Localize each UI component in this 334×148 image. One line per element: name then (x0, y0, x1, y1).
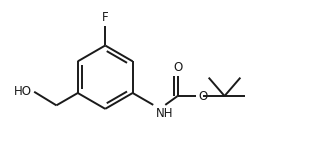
Text: HO: HO (14, 85, 32, 98)
Text: NH: NH (156, 107, 173, 120)
Text: O: O (173, 61, 182, 74)
Text: F: F (102, 11, 109, 24)
Text: O: O (198, 90, 207, 103)
